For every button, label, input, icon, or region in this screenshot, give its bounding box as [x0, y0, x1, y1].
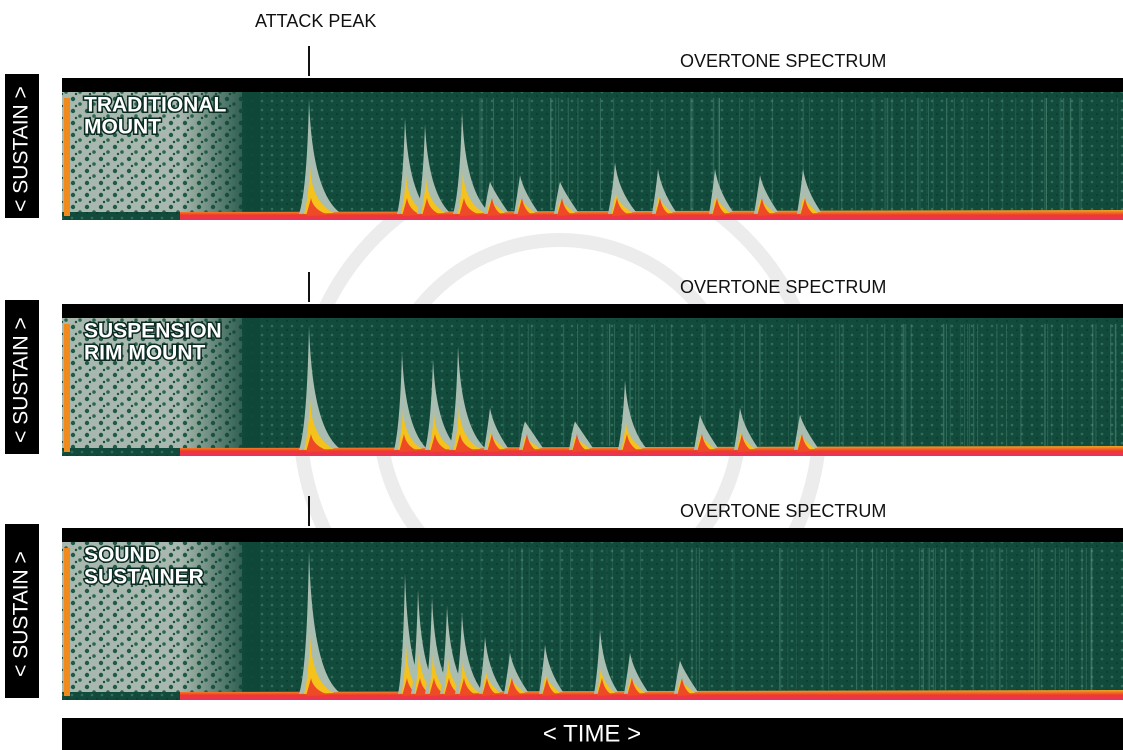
spike-root — [429, 678, 446, 696]
overtone-label: OVERTONE SPECTRUM — [680, 51, 886, 71]
spike-root — [422, 198, 441, 216]
attack-peak-label: ATTACK PEAK — [255, 11, 376, 31]
spike-root — [507, 678, 522, 696]
spike-root — [572, 434, 587, 452]
spike-root — [444, 678, 461, 696]
sustain-box — [5, 74, 39, 218]
spike-root — [455, 434, 476, 452]
spike-root — [459, 198, 480, 216]
spike-root — [415, 678, 432, 696]
spike-root — [612, 198, 629, 216]
left-edge — [64, 324, 70, 452]
overtone-bar — [62, 304, 1123, 318]
spike-root — [737, 434, 752, 452]
spike-root — [697, 434, 712, 452]
speckle-fade — [180, 92, 260, 220]
spike-core — [304, 632, 334, 694]
spike-root — [522, 434, 537, 452]
time-label: < TIME > — [543, 720, 641, 747]
spike-root — [797, 434, 812, 452]
sustain-box — [5, 300, 39, 454]
overtone-bar — [62, 528, 1123, 542]
sustain-label: < SUSTAIN > — [10, 317, 33, 443]
speckle-fade — [180, 542, 260, 700]
spike-root — [712, 198, 727, 216]
left-edge — [64, 548, 70, 696]
spike-root — [487, 198, 502, 216]
mount-label: RIM MOUNT — [84, 342, 205, 365]
mount-label: SUSPENSION — [84, 320, 222, 343]
overtone-label: OVERTONE SPECTRUM — [680, 501, 886, 521]
left-edge — [64, 98, 70, 216]
sustain-box — [5, 524, 39, 698]
spike-root — [542, 678, 557, 696]
spike-root — [402, 198, 421, 216]
speckle-fade — [180, 318, 260, 456]
sustain-label: < SUSTAIN > — [10, 551, 33, 677]
spike-root — [677, 678, 692, 696]
spike-root — [402, 678, 419, 696]
spike-root — [597, 678, 612, 696]
spike-root — [430, 434, 449, 452]
spike-root — [655, 198, 670, 216]
mount-label: TRADITIONAL — [84, 94, 226, 117]
spike-root — [306, 434, 329, 452]
overtone-label: OVERTONE SPECTRUM — [680, 277, 886, 297]
mount-label: MOUNT — [84, 116, 161, 139]
spike-root — [487, 434, 502, 452]
spike-root — [306, 198, 329, 216]
spike-root — [399, 434, 418, 452]
spike-root — [627, 678, 642, 696]
spike-root — [482, 678, 497, 696]
sustain-label: < SUSTAIN > — [10, 86, 33, 212]
spike-root — [557, 198, 572, 216]
spike-root — [517, 198, 532, 216]
overtone-bar — [62, 78, 1123, 92]
spike-root — [306, 678, 329, 696]
spike-root — [459, 678, 476, 696]
spike-root — [757, 198, 772, 216]
spike-root — [622, 434, 639, 452]
mount-label: SOUND — [84, 544, 160, 567]
spike-root — [800, 198, 815, 216]
mount-label: SUSTAINER — [84, 566, 204, 589]
time-bar — [62, 718, 1123, 750]
